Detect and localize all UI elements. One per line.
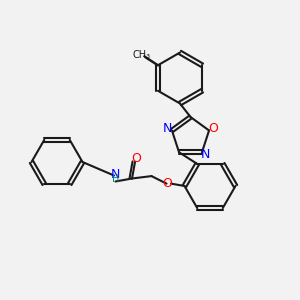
Text: H: H <box>112 174 119 184</box>
Text: CH₃: CH₃ <box>132 50 151 60</box>
Text: O: O <box>132 152 141 166</box>
Text: N: N <box>201 148 210 161</box>
Text: N: N <box>111 167 120 181</box>
Text: O: O <box>208 122 218 135</box>
Text: N: N <box>163 122 172 136</box>
Text: O: O <box>163 177 172 190</box>
